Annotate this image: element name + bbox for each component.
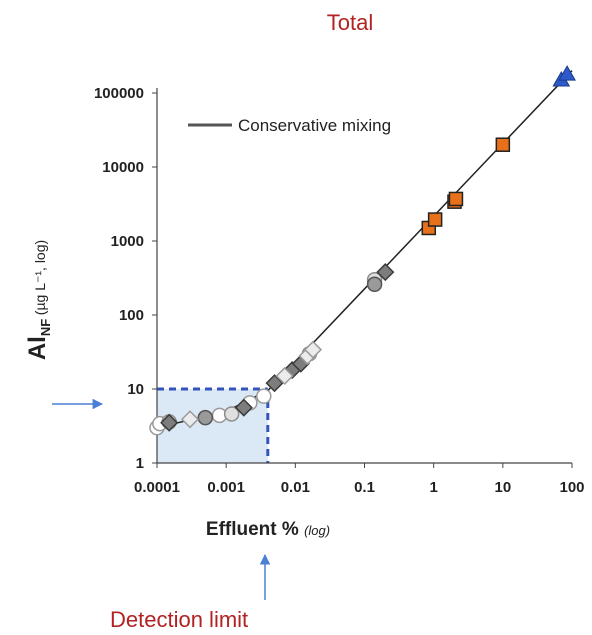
data-point-triangle xyxy=(558,65,576,81)
data-point-square xyxy=(495,137,511,152)
data-point-diamond xyxy=(180,410,200,429)
y-axis-label: AlNF (µg L⁻¹, log) xyxy=(24,240,53,360)
y-tick-label: 10000 xyxy=(102,159,144,176)
data-point-diamond xyxy=(376,263,395,282)
x-tick-label: 100 xyxy=(559,479,584,496)
x-tick-label: 10 xyxy=(494,479,511,496)
data-point-diamond xyxy=(234,398,253,417)
detection-limit-label: Detection limit xyxy=(110,607,249,632)
y-tick-label: 100000 xyxy=(94,85,144,102)
data-point-diamond xyxy=(160,413,179,432)
data-point-diamond xyxy=(275,366,294,386)
data-point-square xyxy=(427,212,443,227)
x-axis-label: Effluent % (log) xyxy=(206,519,330,540)
x-tick-label: 0.001 xyxy=(207,479,245,496)
y-tick-label: 100 xyxy=(119,307,144,324)
y-tick-label: 1000 xyxy=(111,233,144,250)
data-point-square xyxy=(448,191,464,207)
legend-label-conservative-mixing: Conservative mixing xyxy=(238,116,391,135)
data-point-circle xyxy=(366,276,383,293)
data-point-diamond xyxy=(265,374,284,393)
data-point-circle xyxy=(223,406,240,422)
data-point-diamond xyxy=(303,340,323,359)
x-tick-label: 0.1 xyxy=(354,479,375,496)
x-tick-label: 0.01 xyxy=(281,479,310,496)
data-point-circle xyxy=(256,388,272,404)
data-point-circle xyxy=(197,409,214,426)
chart-title: Total xyxy=(326,10,374,35)
x-tick-label: 0.0001 xyxy=(134,479,180,496)
y-tick-label: 1 xyxy=(136,455,144,472)
y-tick-label: 10 xyxy=(127,381,144,398)
x-tick-label: 1 xyxy=(429,479,437,496)
